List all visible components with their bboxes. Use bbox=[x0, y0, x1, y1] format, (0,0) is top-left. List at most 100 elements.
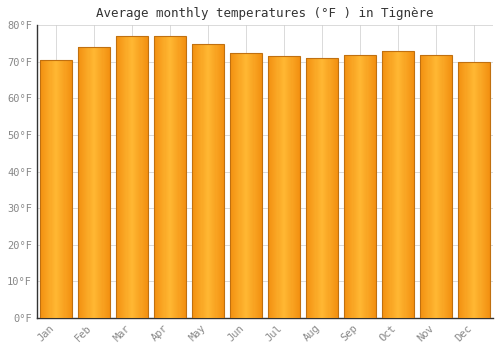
Bar bbox=[363, 55, 364, 318]
Bar bbox=[230, 53, 262, 318]
Bar bbox=[57, 60, 58, 318]
Bar bbox=[480, 62, 482, 318]
Bar bbox=[90, 47, 92, 318]
Bar bbox=[145, 36, 146, 318]
Bar bbox=[100, 47, 102, 318]
Bar bbox=[271, 56, 272, 318]
Bar bbox=[197, 43, 198, 318]
Bar bbox=[209, 43, 210, 318]
Bar bbox=[162, 36, 164, 318]
Bar bbox=[335, 58, 336, 318]
Bar bbox=[294, 56, 296, 318]
Bar bbox=[78, 47, 110, 318]
Bar bbox=[316, 58, 318, 318]
Bar bbox=[252, 53, 254, 318]
Bar bbox=[400, 51, 401, 318]
Bar bbox=[449, 55, 450, 318]
Bar bbox=[85, 47, 86, 318]
Bar bbox=[185, 36, 186, 318]
Bar bbox=[409, 51, 410, 318]
Bar bbox=[43, 60, 44, 318]
Bar bbox=[121, 36, 122, 318]
Bar bbox=[382, 51, 414, 318]
Bar bbox=[158, 36, 159, 318]
Bar bbox=[159, 36, 160, 318]
Bar bbox=[488, 62, 489, 318]
Bar bbox=[211, 43, 212, 318]
Bar bbox=[413, 51, 414, 318]
Bar bbox=[298, 56, 299, 318]
Bar bbox=[131, 36, 132, 318]
Bar bbox=[332, 58, 334, 318]
Bar bbox=[354, 55, 356, 318]
Bar bbox=[375, 55, 376, 318]
Bar bbox=[292, 56, 294, 318]
Bar bbox=[296, 56, 297, 318]
Bar bbox=[256, 53, 258, 318]
Bar bbox=[406, 51, 408, 318]
Bar bbox=[487, 62, 488, 318]
Bar bbox=[462, 62, 464, 318]
Bar bbox=[70, 60, 71, 318]
Bar bbox=[44, 60, 45, 318]
Bar bbox=[364, 55, 366, 318]
Bar bbox=[286, 56, 287, 318]
Bar bbox=[306, 58, 338, 318]
Bar bbox=[411, 51, 412, 318]
Bar bbox=[299, 56, 300, 318]
Bar bbox=[60, 60, 61, 318]
Bar bbox=[361, 55, 362, 318]
Bar bbox=[388, 51, 390, 318]
Bar bbox=[347, 55, 348, 318]
Bar bbox=[200, 43, 202, 318]
Bar bbox=[58, 60, 59, 318]
Bar bbox=[122, 36, 123, 318]
Bar bbox=[476, 62, 478, 318]
Bar bbox=[192, 43, 193, 318]
Bar bbox=[50, 60, 51, 318]
Bar bbox=[116, 36, 117, 318]
Bar bbox=[350, 55, 352, 318]
Bar bbox=[238, 53, 240, 318]
Bar bbox=[386, 51, 387, 318]
Bar bbox=[382, 51, 383, 318]
Bar bbox=[435, 55, 436, 318]
Bar bbox=[154, 36, 186, 318]
Bar bbox=[426, 55, 428, 318]
Bar bbox=[420, 55, 452, 318]
Bar bbox=[107, 47, 108, 318]
Bar bbox=[366, 55, 368, 318]
Bar bbox=[330, 58, 332, 318]
Bar bbox=[322, 58, 323, 318]
Bar bbox=[247, 53, 248, 318]
Bar bbox=[402, 51, 404, 318]
Bar bbox=[48, 60, 50, 318]
Bar bbox=[130, 36, 131, 318]
Bar bbox=[297, 56, 298, 318]
Bar bbox=[410, 51, 411, 318]
Bar bbox=[475, 62, 476, 318]
Bar bbox=[287, 56, 288, 318]
Bar bbox=[244, 53, 245, 318]
Bar bbox=[323, 58, 324, 318]
Bar bbox=[231, 53, 232, 318]
Bar bbox=[104, 47, 106, 318]
Bar bbox=[468, 62, 469, 318]
Bar bbox=[40, 60, 72, 318]
Bar bbox=[45, 60, 46, 318]
Bar bbox=[133, 36, 134, 318]
Bar bbox=[285, 56, 286, 318]
Bar bbox=[307, 58, 308, 318]
Bar bbox=[396, 51, 397, 318]
Bar bbox=[337, 58, 338, 318]
Bar bbox=[249, 53, 250, 318]
Bar bbox=[422, 55, 423, 318]
Bar bbox=[461, 62, 462, 318]
Bar bbox=[471, 62, 472, 318]
Bar bbox=[446, 55, 447, 318]
Bar bbox=[466, 62, 468, 318]
Bar bbox=[268, 56, 269, 318]
Bar bbox=[198, 43, 200, 318]
Bar bbox=[170, 36, 171, 318]
Bar bbox=[168, 36, 169, 318]
